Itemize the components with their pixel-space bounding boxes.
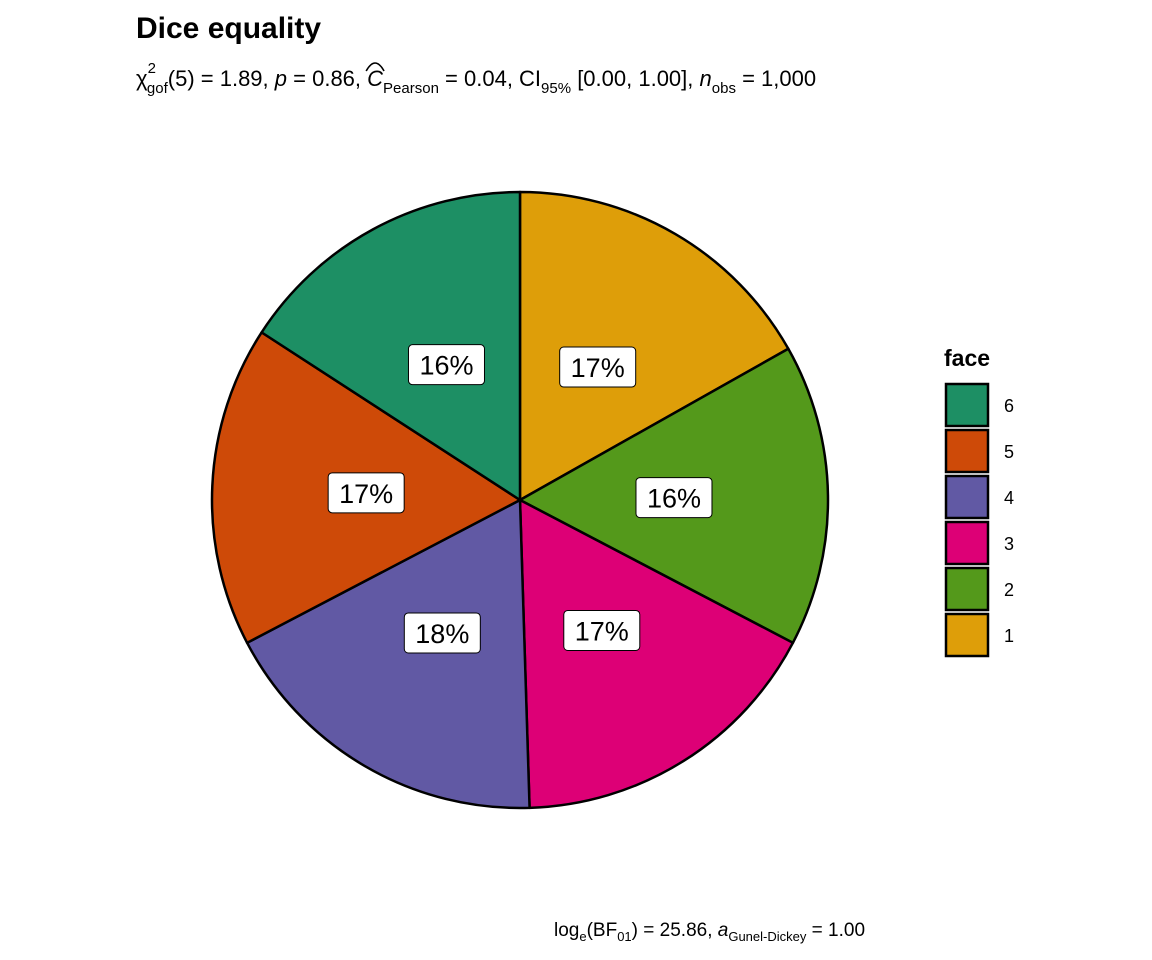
subtitle-seg3: = 0.04, CI [439, 66, 541, 91]
slice-label-face-6: 16% [407, 344, 485, 386]
subtitle-chi-sub: gof [147, 80, 169, 97]
pie-slice-face-6 [260, 190, 522, 502]
legend-key-swatch [944, 382, 990, 428]
subtitle-c: C [367, 66, 383, 91]
slice-label-text: 16% [419, 351, 473, 381]
slice-label-text: 17% [571, 353, 625, 383]
legend-label: 1 [1004, 626, 1014, 646]
legend-item-face-4: 4 [944, 474, 1014, 520]
slice-label-face-2: 16% [635, 477, 713, 519]
subtitle-p: p [274, 66, 287, 91]
pie-labels: 17% 16% 17% 18% 17% 16% [327, 344, 713, 654]
subtitle-c-sub: Pearson [383, 80, 439, 97]
slice-label-box [403, 612, 481, 654]
legend-label: 2 [1004, 580, 1014, 600]
caption-seg2: = 1.00 [806, 920, 865, 941]
legend-label: 5 [1004, 442, 1014, 462]
chart-caption: loge(BF01) = 25.86, aGunel-Dickey = 1.00 [554, 920, 865, 944]
legend-key-swatch [944, 474, 990, 520]
legend-label: 4 [1004, 488, 1014, 508]
subtitle-chi: χ [136, 66, 148, 91]
legend-label: 3 [1004, 534, 1014, 554]
subtitle-seg2: = 0.86, [287, 66, 367, 91]
caption-log-sub: e [579, 929, 586, 944]
legend-item-face-2: 2 [944, 566, 1014, 612]
pie-slices [210, 190, 830, 810]
legend-label: 6 [1004, 396, 1014, 416]
subtitle-c-hat [365, 62, 385, 72]
legend: face 6 5 4 3 2 1 [944, 345, 1014, 658]
legend-title: face [944, 345, 990, 371]
slice-label-text: 16% [647, 484, 701, 514]
slice-label-box [635, 477, 713, 519]
slice-label-face-5: 17% [327, 472, 405, 514]
caption-log: log [554, 920, 579, 941]
subtitle-chi-sup: 2 [148, 60, 156, 77]
caption-seg1: ) = 25.86, [632, 920, 718, 941]
subtitle-seg1: (5) = 1.89, [168, 66, 275, 91]
slice-label-text: 17% [575, 616, 629, 646]
subtitle-seg4: [0.00, 1.00], [571, 66, 699, 91]
caption-a-sub: Gunel-Dickey [728, 929, 807, 944]
caption-a: a [718, 920, 729, 941]
subtitle-ci-sub: 95% [541, 80, 571, 97]
slice-label-box [327, 472, 405, 514]
slice-label-face-3: 17% [563, 609, 641, 651]
legend-item-face-3: 3 [944, 520, 1014, 566]
legend-items: 6 5 4 3 2 1 [944, 382, 1014, 658]
legend-item-face-5: 5 [944, 428, 1014, 474]
chart-subtitle: χ2 gof(5) = 1.89, p = 0.86, CPearson = 0.… [136, 60, 816, 97]
slice-label-face-1: 17% [559, 346, 637, 388]
pie-slice-face-1 [518, 190, 790, 502]
legend-item-face-1: 1 [944, 612, 1014, 658]
caption-bf-open: (BF [587, 920, 618, 941]
slice-label-box [559, 346, 637, 388]
pie-slice-face-4 [245, 498, 531, 810]
subtitle-seg5: = 1,000 [736, 66, 816, 91]
subtitle-n: n [700, 66, 712, 91]
subtitle-n-sub: obs [712, 80, 736, 97]
slice-label-face-4: 18% [403, 612, 481, 654]
chart-title: Dice equality [136, 12, 321, 45]
legend-key-swatch [944, 428, 990, 474]
legend-key-swatch [944, 612, 990, 658]
legend-item-face-6: 6 [944, 382, 1014, 428]
legend-key-swatch [944, 520, 990, 566]
slice-label-text: 17% [339, 479, 393, 509]
slice-label-box [563, 609, 641, 651]
slice-label-box [407, 344, 485, 386]
pie-slice-face-3 [518, 498, 795, 810]
legend-key-swatch [944, 566, 990, 612]
slice-label-text: 18% [415, 619, 469, 649]
caption-bf-sub: 01 [617, 929, 631, 944]
